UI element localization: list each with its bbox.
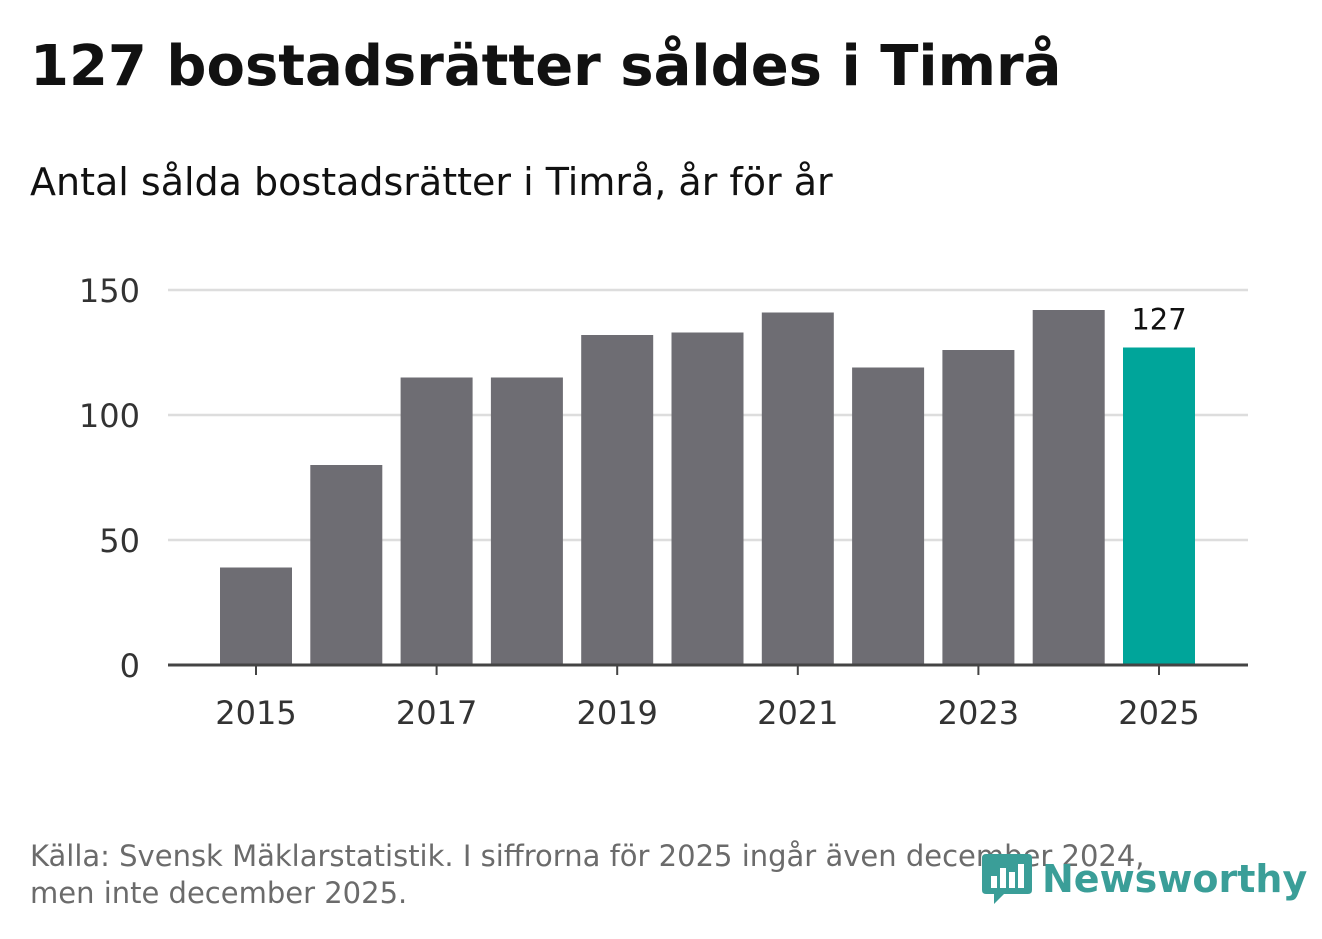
bar-2025 [1123, 347, 1195, 665]
x-tick-label-2025: 2025 [1118, 694, 1199, 732]
bar-2016 [310, 465, 383, 665]
bar-2023 [942, 350, 1015, 665]
y-tick-label-50: 50 [99, 522, 140, 560]
bar-2024 [1032, 310, 1105, 665]
bar-2021 [761, 312, 834, 665]
bar-2018 [490, 377, 563, 665]
y-tick-label-100: 100 [79, 397, 140, 435]
source-line-2: men inte december 2025. [30, 876, 408, 910]
y-tick-label-150: 150 [79, 272, 140, 310]
data-label-2025: 127 [1131, 303, 1186, 337]
x-tick-label-2015: 2015 [215, 694, 296, 732]
bar-2017 [400, 377, 473, 665]
bar-2015 [220, 567, 292, 665]
x-tick-label-2017: 2017 [396, 694, 477, 732]
chart-subtitle: Antal sålda bostadsrätter i Timrå, år fö… [30, 160, 833, 204]
brand-logo: Newsworthy [980, 850, 1307, 908]
x-tick-label-2023: 2023 [938, 694, 1019, 732]
source-note: Källa: Svensk Mäklarstatistik. I siffror… [30, 838, 1230, 912]
x-tick-label-2019: 2019 [576, 694, 657, 732]
bar-chart: 0 50 100 150 2015 2017 2019 2021 2023 2025 127 [79, 272, 1248, 732]
brand-name: Newsworthy [1042, 857, 1308, 901]
y-tick-label-0: 0 [120, 647, 140, 685]
source-line-1: Källa: Svensk Mäklarstatistik. I siffror… [30, 839, 1145, 873]
bar-chart-speech-bubble-icon [982, 854, 1032, 904]
chart-title: 127 bostadsrätter såldes i Timrå [30, 34, 1062, 99]
bar-2020 [671, 332, 744, 665]
bar-2019 [581, 335, 654, 665]
x-tick-label-2021: 2021 [757, 694, 838, 732]
bar-2022 [852, 367, 925, 665]
